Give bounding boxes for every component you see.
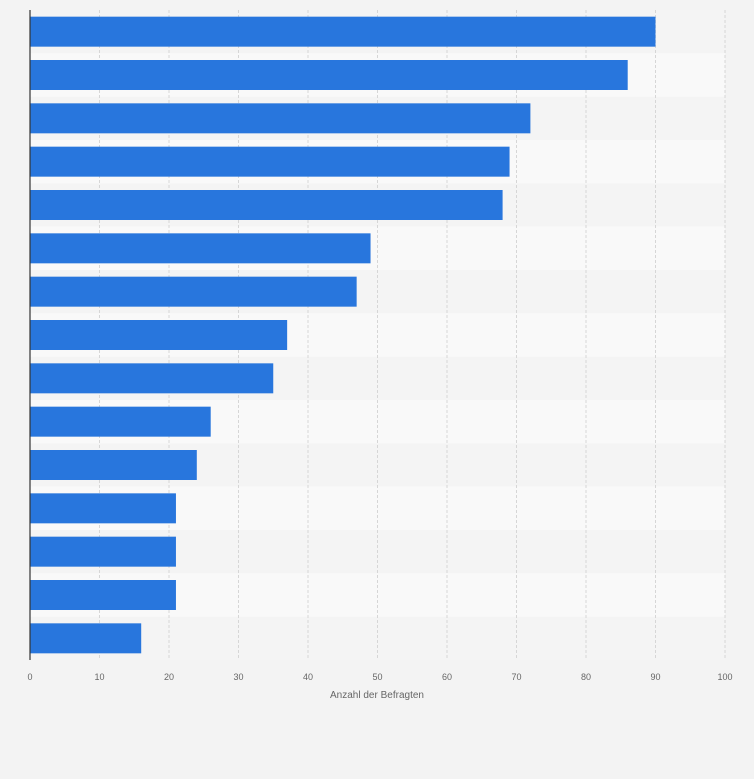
x-tick-label: 40 <box>303 672 313 682</box>
x-tick-label: 90 <box>650 672 660 682</box>
bar[interactable] <box>30 406 211 437</box>
bar[interactable] <box>30 623 142 654</box>
x-tick-label: 20 <box>164 672 174 682</box>
bar[interactable] <box>30 363 274 394</box>
bar[interactable] <box>30 60 628 90</box>
bar[interactable] <box>30 493 176 524</box>
bar[interactable] <box>30 320 288 350</box>
x-tick-label: 100 <box>717 672 732 682</box>
x-tick-labels: 0 10 20 30 40 50 60 70 80 90 100 <box>27 672 732 682</box>
bar[interactable] <box>30 233 371 264</box>
x-tick-label: 50 <box>372 672 382 682</box>
bar[interactable] <box>30 536 176 567</box>
x-tick-label: 60 <box>442 672 452 682</box>
bar[interactable] <box>30 16 656 47</box>
x-tick-label: 80 <box>581 672 591 682</box>
x-tick-label: 0 <box>27 672 32 682</box>
x-tick-label: 10 <box>94 672 104 682</box>
bars <box>30 16 656 654</box>
x-axis-title: Anzahl der Befragten <box>330 690 424 701</box>
bar[interactable] <box>30 190 503 220</box>
bar[interactable] <box>30 450 197 480</box>
bar[interactable] <box>30 276 357 307</box>
bar[interactable] <box>30 146 510 177</box>
bar[interactable] <box>30 103 531 134</box>
x-tick-label: 30 <box>233 672 243 682</box>
x-tick-label: 70 <box>511 672 521 682</box>
bar[interactable] <box>30 580 176 610</box>
